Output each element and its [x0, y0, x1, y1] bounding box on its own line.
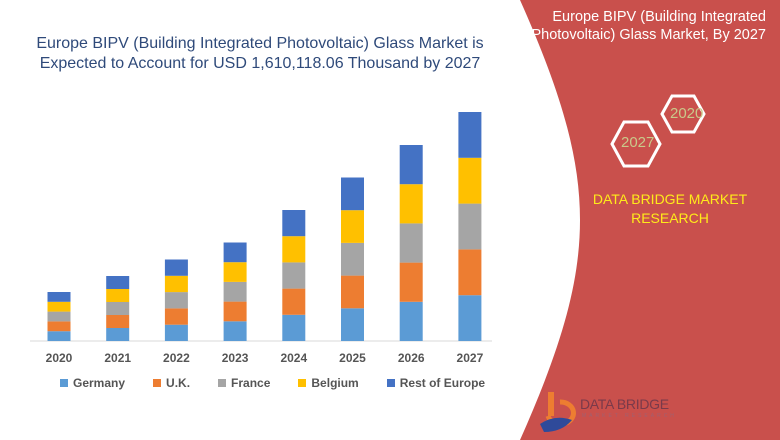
bar-rest-of-europe-2022	[164, 259, 188, 276]
bar-germany-2026	[399, 301, 423, 341]
legend-swatch	[60, 379, 68, 387]
bar-germany-2025	[341, 308, 364, 341]
legend-item-uk: U.K.	[153, 376, 190, 390]
bar-france-2020	[47, 311, 71, 322]
bar-france-2024	[282, 262, 306, 289]
x-tick-label: 2025	[339, 351, 366, 365]
x-tick-label: 2026	[398, 351, 425, 365]
legend-item-germany: Germany	[60, 376, 125, 390]
legend-item-france: France	[218, 376, 270, 390]
legend-label: Rest of Europe	[399, 376, 486, 390]
bar-germany-2024	[282, 314, 306, 341]
legend-swatch	[298, 379, 307, 387]
hexagon-2027	[610, 120, 662, 168]
bar-france-2021	[106, 302, 130, 315]
hex-label-2027: 2027	[621, 134, 655, 151]
bar-rest-of-europe-2026	[399, 145, 423, 185]
x-tick-label: 2020	[46, 351, 73, 365]
logo-text: DATA BRIDGE	[580, 396, 669, 412]
bar-belgium-2024	[282, 236, 306, 263]
legend: Germany U.K. France Belgium Rest of Euro…	[60, 376, 513, 390]
x-tick-label: 2022	[163, 351, 190, 365]
bar-germany-2023	[223, 321, 247, 341]
bar-belgium-2023	[223, 262, 247, 282]
bar-u-k-2024	[282, 288, 306, 315]
bar-u-k-2026	[399, 262, 423, 302]
bar-belgium-2026	[399, 184, 423, 224]
red-side-panel	[520, 0, 780, 440]
bar-u-k-2023	[223, 301, 247, 322]
bar-u-k-2027	[458, 249, 482, 296]
bar-germany-2022	[164, 324, 188, 341]
bar-france-2025	[341, 242, 364, 276]
legend-swatch	[386, 379, 395, 387]
chart-title: Europe BIPV (Building Integrated Photovo…	[36, 35, 484, 72]
bar-u-k-2021	[106, 315, 130, 328]
bar-belgium-2027	[458, 157, 482, 204]
bar-france-2023	[223, 281, 247, 302]
legend-label: U.K.	[166, 376, 191, 390]
bar-france-2022	[164, 292, 188, 309]
bar-u-k-2022	[164, 308, 188, 325]
bar-belgium-2021	[106, 289, 130, 302]
x-tick-label: 2021	[104, 351, 131, 365]
hexagon-2020	[660, 94, 706, 134]
logo-subtext: MARKET RESEARCH	[582, 413, 677, 419]
legend-label: Belgium	[311, 376, 359, 390]
stacked-bar-chart: 2020 2021 2022 2023 2024 2025 2026 2027	[30, 112, 492, 365]
legend-item-belgium: Belgium	[298, 376, 359, 390]
bar-rest-of-europe-2023	[223, 242, 247, 263]
bar-rest-of-europe-2025	[341, 177, 364, 211]
bar-rest-of-europe-2020	[47, 292, 71, 302]
bar-france-2026	[399, 223, 423, 263]
bar-france-2027	[458, 203, 482, 250]
legend-swatch	[153, 379, 162, 387]
x-tick-label: 2027	[457, 351, 484, 365]
legend-swatch	[218, 379, 227, 387]
hex-label-2020: 2020	[670, 105, 704, 122]
bar-u-k-2025	[341, 275, 364, 309]
x-tick-label: 2024	[280, 351, 307, 365]
brand-text: DATA BRIDGE MARKET RESEARCH	[592, 191, 748, 226]
logo-icon	[540, 392, 576, 432]
bar-u-k-2020	[47, 321, 71, 332]
bar-germany-2021	[106, 328, 130, 341]
legend-label: Germany	[73, 376, 126, 390]
bar-rest-of-europe-2027	[458, 112, 482, 158]
bar-belgium-2025	[341, 210, 364, 243]
bar-belgium-2022	[164, 275, 188, 293]
legend-label: France	[231, 376, 271, 390]
bar-rest-of-europe-2021	[106, 276, 130, 289]
x-tick-label: 2023	[222, 351, 249, 365]
bar-germany-2020	[47, 331, 71, 341]
bar-rest-of-europe-2024	[282, 210, 306, 237]
side-panel-title: Europe BIPV (Building Integrated Photovo…	[531, 9, 766, 43]
legend-item-rest-of-europe: Rest of Europe	[386, 376, 486, 390]
bar-belgium-2020	[47, 301, 71, 312]
bar-germany-2027	[458, 295, 482, 341]
